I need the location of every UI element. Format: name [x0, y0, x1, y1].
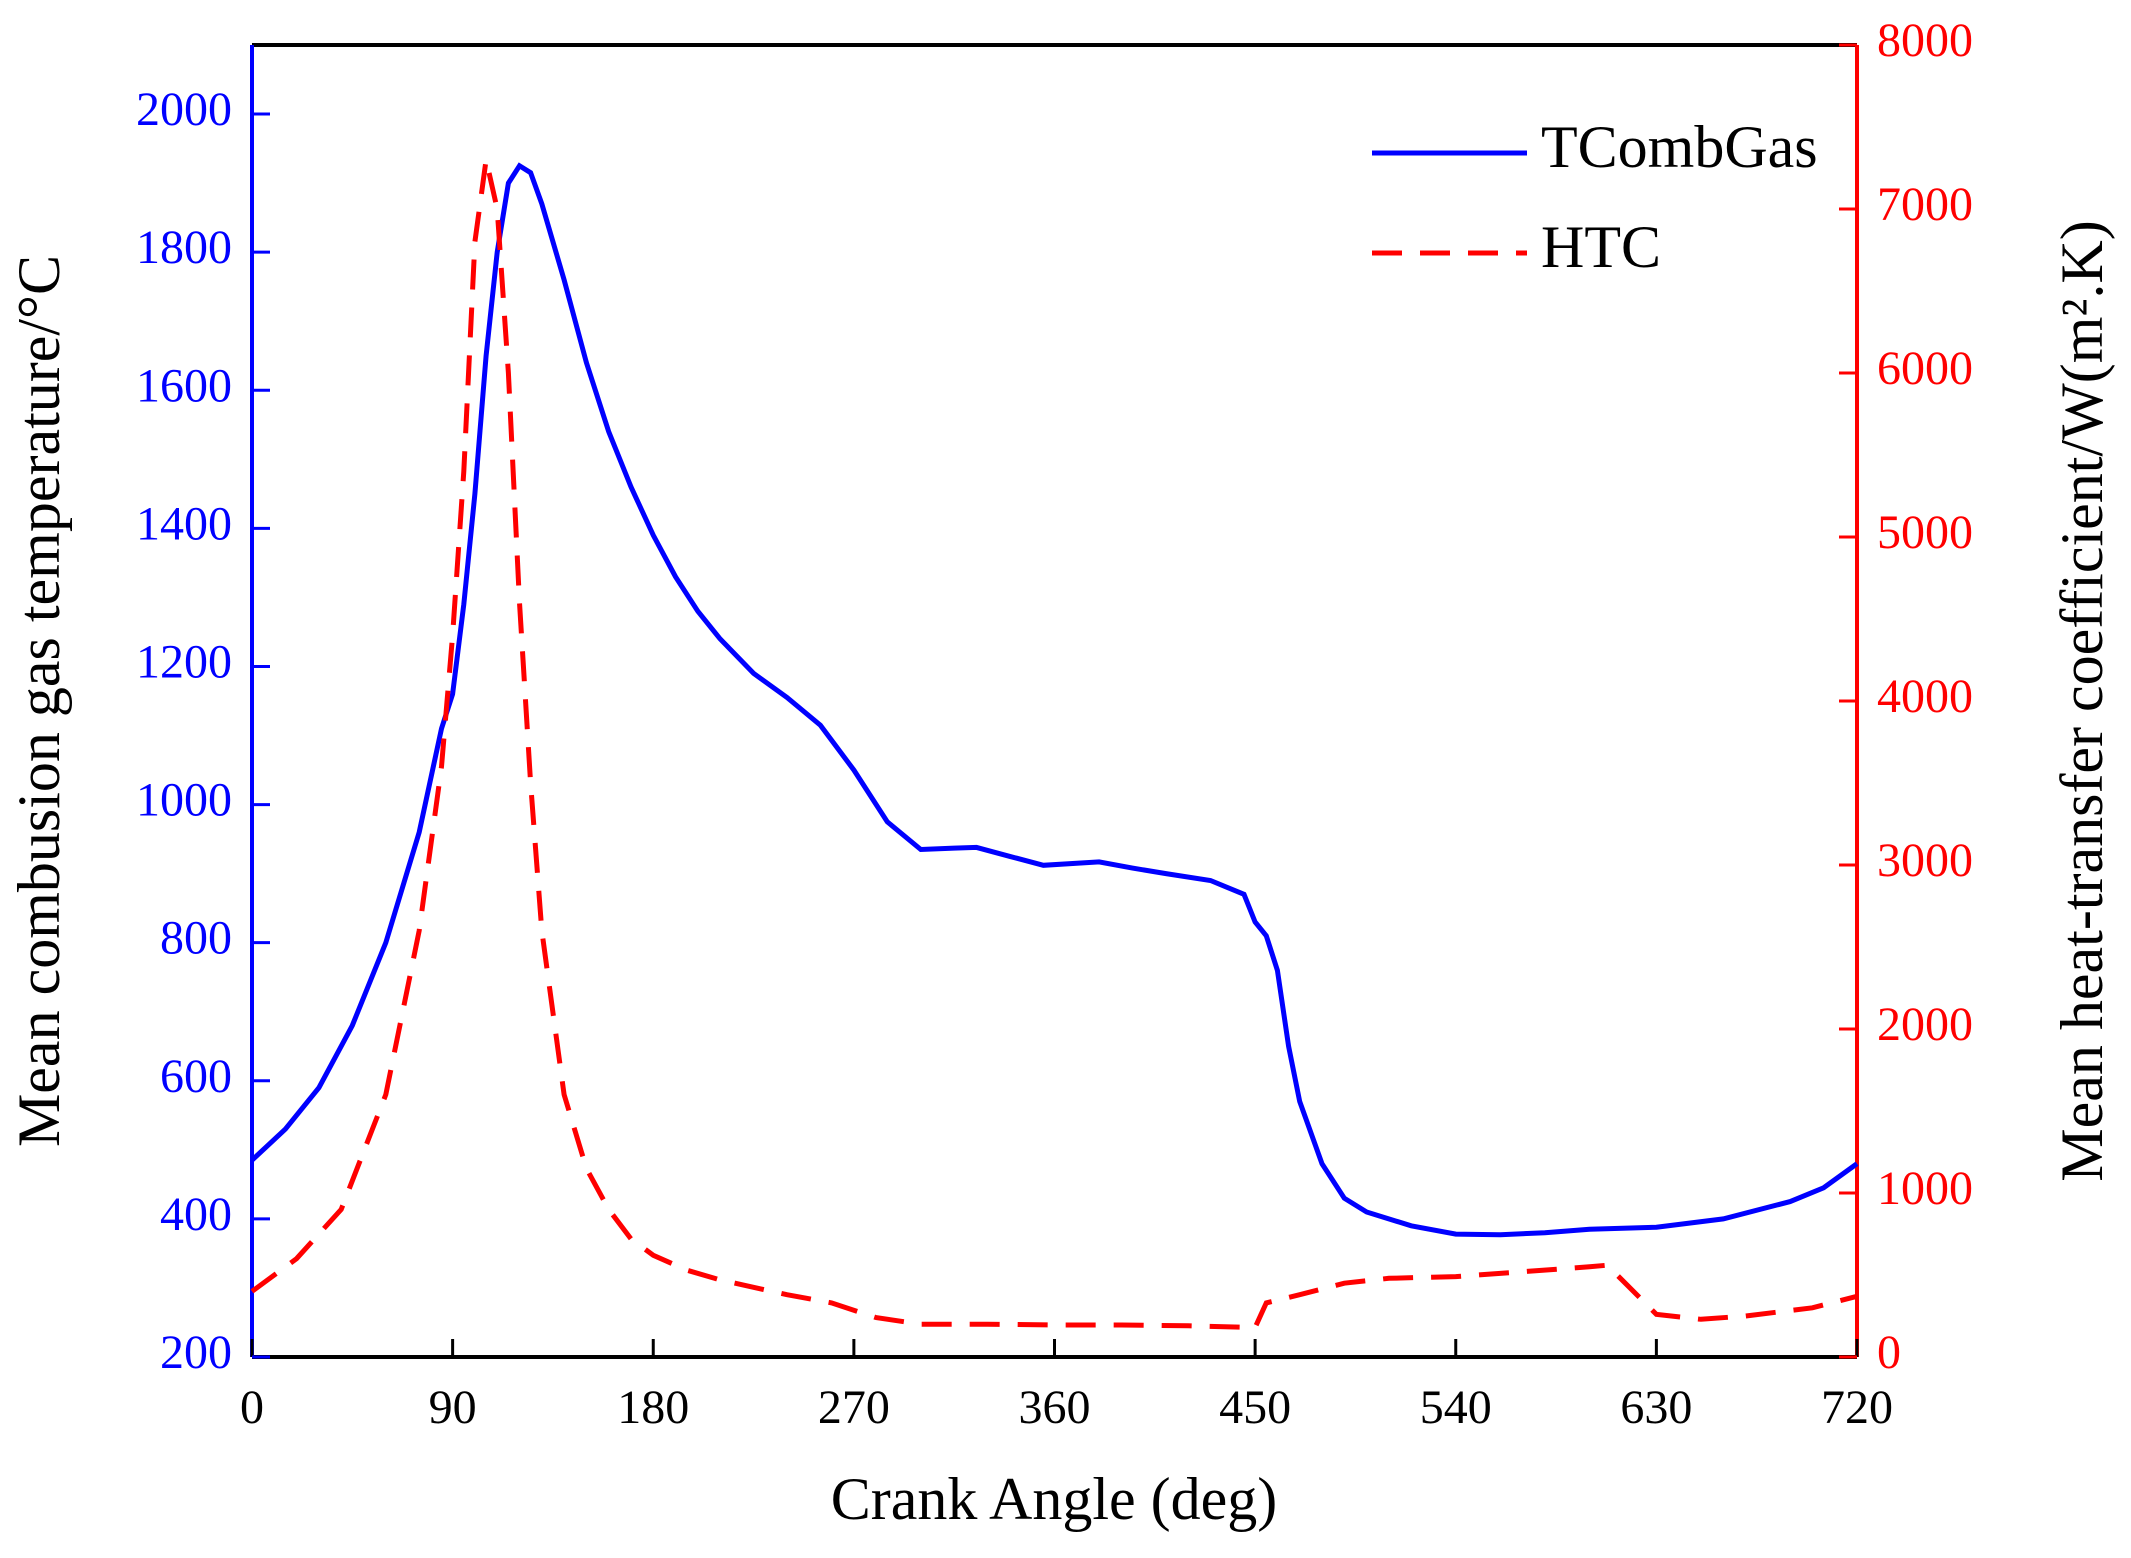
y-axis-label: Mean combusion gas temperature/°C — [6, 255, 72, 1147]
y-tick-label: 200 — [160, 1326, 232, 1379]
y-tick-label: 1600 — [136, 359, 232, 412]
x-axis-label: Crank Angle (deg) — [831, 1466, 1278, 1532]
y-tick-label: 400 — [160, 1188, 232, 1241]
y2-tick-label: 1000 — [1877, 1162, 1973, 1215]
y-tick-label: 1000 — [136, 774, 232, 827]
y-tick-label: 1800 — [136, 221, 232, 274]
series-line — [250, 159, 1858, 1331]
y-tick-label: 2000 — [136, 83, 232, 136]
x-tick-label: 0 — [240, 1381, 264, 1434]
legend-label: TCombGas — [1541, 114, 1818, 180]
x-tick-label: 720 — [1821, 1381, 1893, 1434]
x-tick-label: 540 — [1420, 1381, 1492, 1434]
y2-tick-label: 8000 — [1877, 14, 1973, 67]
x-tick-label: 360 — [1019, 1381, 1091, 1434]
legend-label: HTC — [1541, 214, 1661, 280]
series-line — [250, 162, 1859, 1238]
y-tick-label: 1400 — [136, 497, 232, 550]
y2-tick-label: 4000 — [1877, 670, 1973, 723]
y2-tick-label: 3000 — [1877, 834, 1973, 887]
y2-tick-label: 0 — [1877, 1326, 1901, 1379]
x-tick-label: 630 — [1620, 1381, 1692, 1434]
y2-tick-label: 6000 — [1877, 342, 1973, 395]
x-tick-label: 90 — [429, 1381, 477, 1434]
y-tick-label: 800 — [160, 912, 232, 965]
y2-tick-label: 7000 — [1877, 178, 1973, 231]
x-tick-label: 180 — [617, 1381, 689, 1434]
y2-axis-label: Mean heat-transfer coefficient/W(m².K) — [2049, 220, 2115, 1181]
x-tick-label: 270 — [818, 1381, 890, 1434]
y2-tick-label: 5000 — [1877, 506, 1973, 559]
x-tick-label: 450 — [1219, 1381, 1291, 1434]
y2-tick-label: 2000 — [1877, 998, 1973, 1051]
y-tick-label: 1200 — [136, 635, 232, 688]
y-tick-label: 600 — [160, 1050, 232, 1103]
